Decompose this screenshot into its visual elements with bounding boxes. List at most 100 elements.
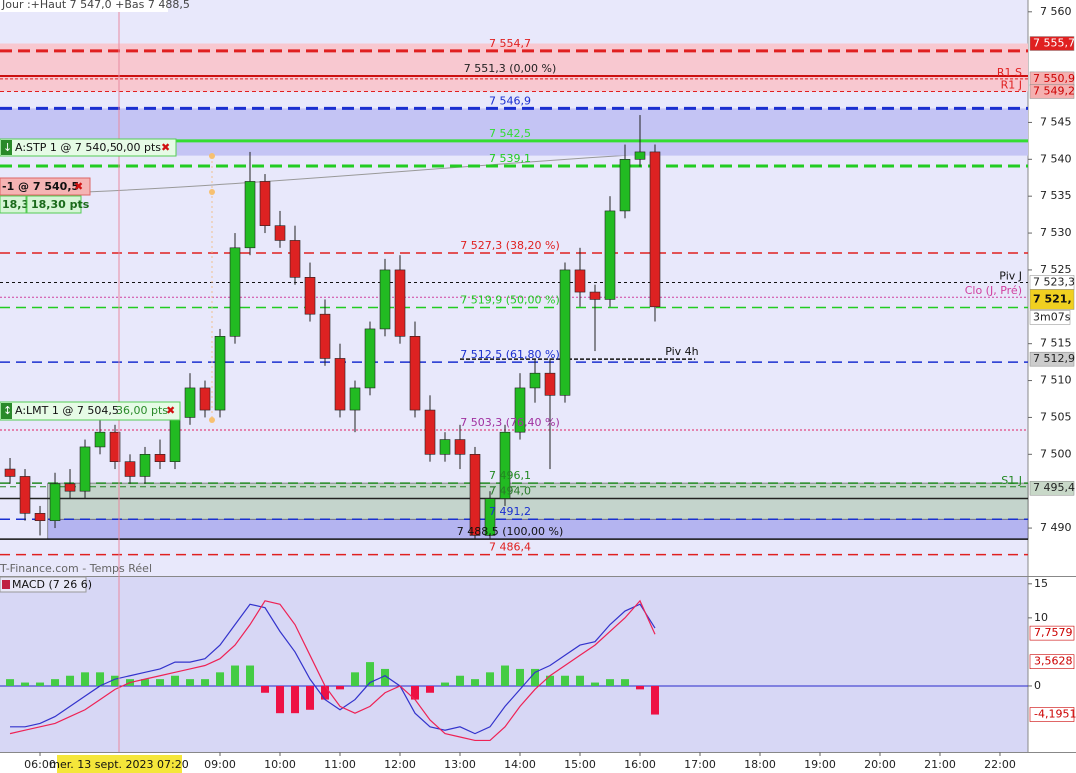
y-tick-label: 7 530 [1040, 226, 1072, 239]
stp-order[interactable]: ↓ A:STP 1 @ 7 540,5 0,00 pts ✖ [0, 138, 177, 157]
macd-panel [0, 577, 1028, 752]
x-tick-label: 15:00 [564, 758, 596, 771]
order-arrow: ↕ [3, 404, 12, 417]
position-value-box [0, 195, 27, 214]
candle-body [424, 409, 436, 455]
histogram-bar [471, 679, 480, 686]
close-button[interactable]: ✖ [74, 180, 83, 193]
candle-body [64, 483, 76, 492]
candle-body [214, 336, 226, 411]
price-badge-label: 7 555,7 [1033, 37, 1075, 50]
order-handle[interactable] [209, 417, 215, 423]
timer-label: 3m07s [1033, 310, 1071, 323]
x-tick-label: 10:00 [264, 758, 296, 771]
level-label: 7 491,2 [489, 505, 531, 518]
candle-body [544, 372, 556, 396]
candle-body [334, 358, 346, 411]
candle-body [79, 446, 91, 492]
pivot-label: Piv 4h [665, 345, 698, 358]
level-label: 7 488,5 (100,00 %) [457, 525, 564, 538]
position-box[interactable] [0, 177, 91, 196]
level-label: 7 519,9 (50,00 %) [460, 294, 560, 307]
lmt-order[interactable]: ↕ A:LMT 1 @ 7 504,5 36,00 pts ✖ [0, 401, 181, 421]
close-button[interactable]: ✖ [166, 404, 175, 417]
histogram-bar [21, 682, 30, 686]
tag-label: Piv J [999, 269, 1022, 282]
level-label: 7 546,9 [489, 94, 531, 107]
candle-body [619, 159, 631, 212]
candle-body [169, 417, 181, 462]
macd-line [10, 603, 656, 735]
x-tick-label: 17:00 [684, 758, 716, 771]
candle-body [364, 328, 376, 389]
histogram-bar [530, 668, 539, 686]
histogram-bar [231, 665, 240, 686]
y-tick-label: 7 515 [1040, 337, 1072, 350]
histogram-bar [605, 679, 614, 686]
macd-line [9, 599, 656, 742]
order-handle[interactable] [209, 153, 215, 159]
candle-body [229, 247, 241, 337]
candle-body [274, 225, 286, 241]
order-icon[interactable] [1, 140, 12, 155]
y-tick-label: 7 545 [1040, 115, 1072, 128]
histogram-bar [545, 675, 554, 686]
histogram-bar [171, 675, 180, 686]
candle-body [454, 439, 466, 455]
histogram-bar [321, 685, 330, 700]
candle-body [244, 181, 256, 249]
candle-body [589, 291, 601, 300]
histogram-bar [515, 668, 524, 686]
y-tick-label: 7 490 [1040, 521, 1072, 534]
candle-body [304, 277, 316, 315]
candle-body [409, 336, 421, 411]
histogram-bar [620, 679, 629, 686]
y-tick-label: 0 [1034, 679, 1041, 692]
price-badge-label: 7 521, [1033, 292, 1072, 305]
candle-body [394, 269, 406, 337]
histogram-bar [51, 679, 60, 686]
indicator-box[interactable] [0, 576, 87, 593]
zone [47, 482, 1029, 520]
histogram-bar [635, 685, 644, 690]
order-box[interactable] [0, 401, 181, 421]
candle-body [34, 513, 46, 521]
position[interactable]: -1 @ 7 540,5 ✖ 18,3 18,30 pts [0, 177, 91, 214]
level-label: 7 527,3 (38,20 %) [460, 239, 560, 252]
histogram-bar [291, 685, 300, 714]
histogram-bar [81, 672, 90, 686]
x-tick-label: 20:00 [864, 758, 896, 771]
x-tick-label: 19:00 [804, 758, 836, 771]
price-badge-label: 7 550,9 [1033, 72, 1075, 85]
close-button[interactable]: ✖ [161, 141, 170, 154]
histogram-bar [261, 685, 270, 693]
x-tick-label: 06:00 [24, 758, 56, 771]
y-tick-label: 7 510 [1040, 374, 1072, 387]
candle-body [4, 468, 16, 477]
histogram-bar [276, 685, 285, 714]
x-tick-label: 22:00 [984, 758, 1016, 771]
y-tick-label: 7 505 [1040, 410, 1072, 423]
histogram-bar [381, 668, 390, 686]
candle-body [109, 431, 121, 462]
x-tick-label: 11:00 [324, 758, 356, 771]
tag-label: Clo (J, Pré) [965, 284, 1022, 297]
header-text: Jour :+Haut 7 547,0 +Bas 7 488,5 [1, 0, 190, 11]
order-box[interactable] [0, 138, 177, 157]
tag-label: S1 J [1001, 474, 1022, 487]
order-label: A:STP 1 @ 7 540,5 [15, 141, 117, 154]
order-icon[interactable] [1, 403, 12, 419]
price-badge [1029, 480, 1075, 496]
y-tick-label: 7 535 [1040, 189, 1072, 202]
candle-body [319, 313, 331, 359]
x-tick-label: 14:00 [504, 758, 536, 771]
order-handle[interactable] [209, 189, 215, 195]
histogram-bar [560, 675, 569, 686]
histogram-bar [456, 675, 465, 686]
candle-body [259, 181, 271, 226]
histogram-bar [501, 665, 510, 686]
price-badge-label: 7 523,3 [1033, 275, 1075, 288]
candle-body [469, 454, 481, 536]
candle-body [529, 372, 541, 389]
